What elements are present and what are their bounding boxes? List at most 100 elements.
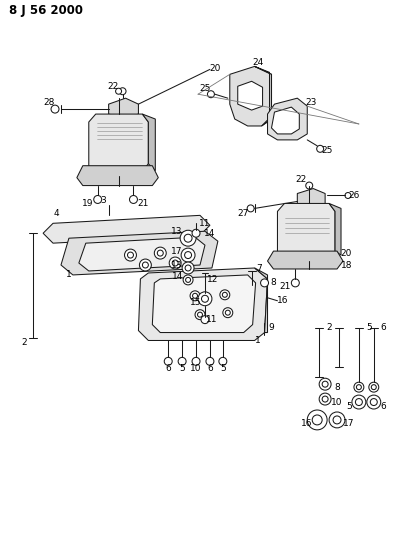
Text: 23: 23 xyxy=(306,98,317,107)
Circle shape xyxy=(367,395,381,409)
Text: 21: 21 xyxy=(280,282,291,292)
Polygon shape xyxy=(238,82,262,110)
Polygon shape xyxy=(329,204,341,255)
Text: 19: 19 xyxy=(82,199,94,208)
Text: 8 J 56 2000: 8 J 56 2000 xyxy=(9,4,83,17)
Circle shape xyxy=(201,316,209,324)
Circle shape xyxy=(225,310,230,315)
Circle shape xyxy=(306,182,313,189)
Text: 24: 24 xyxy=(252,58,263,67)
Text: 5: 5 xyxy=(220,364,226,373)
Polygon shape xyxy=(138,268,268,341)
Circle shape xyxy=(195,310,205,320)
Circle shape xyxy=(291,279,299,287)
Text: 1: 1 xyxy=(66,270,72,279)
Circle shape xyxy=(119,88,126,95)
Circle shape xyxy=(192,357,200,365)
Circle shape xyxy=(142,262,148,268)
Polygon shape xyxy=(268,98,307,140)
Text: 2: 2 xyxy=(326,323,332,332)
Circle shape xyxy=(371,385,376,390)
Text: 22: 22 xyxy=(296,175,307,184)
Circle shape xyxy=(186,277,190,282)
Text: 3: 3 xyxy=(100,196,106,205)
Circle shape xyxy=(354,382,364,392)
Circle shape xyxy=(333,416,341,424)
Text: 4: 4 xyxy=(53,209,59,218)
Circle shape xyxy=(219,357,227,365)
Polygon shape xyxy=(152,275,256,333)
Polygon shape xyxy=(255,268,268,333)
Circle shape xyxy=(247,205,254,212)
Circle shape xyxy=(352,395,366,409)
Text: 20: 20 xyxy=(340,248,352,257)
Circle shape xyxy=(51,105,59,113)
Circle shape xyxy=(178,357,186,365)
Circle shape xyxy=(319,378,331,390)
Circle shape xyxy=(198,312,202,317)
Polygon shape xyxy=(268,251,343,269)
Circle shape xyxy=(94,196,102,204)
Text: 14: 14 xyxy=(172,272,183,281)
Text: 1: 1 xyxy=(255,336,260,345)
Polygon shape xyxy=(43,215,210,243)
Polygon shape xyxy=(142,114,155,171)
Text: 17: 17 xyxy=(172,247,183,256)
Text: 25: 25 xyxy=(322,147,333,155)
Circle shape xyxy=(180,230,196,246)
Text: 8: 8 xyxy=(271,278,276,287)
Text: 8: 8 xyxy=(334,383,340,392)
Circle shape xyxy=(128,252,134,258)
Circle shape xyxy=(356,399,362,406)
Circle shape xyxy=(116,88,122,94)
Circle shape xyxy=(154,247,166,259)
Text: 25: 25 xyxy=(199,84,211,93)
Text: 18: 18 xyxy=(341,261,353,270)
Text: 16: 16 xyxy=(277,296,288,305)
Circle shape xyxy=(164,357,172,365)
Polygon shape xyxy=(278,204,335,261)
Circle shape xyxy=(222,292,227,297)
Text: 10: 10 xyxy=(331,398,343,407)
Text: 5: 5 xyxy=(366,323,372,332)
Text: 13: 13 xyxy=(172,227,183,236)
Polygon shape xyxy=(255,67,272,126)
Circle shape xyxy=(192,229,200,237)
Circle shape xyxy=(356,385,361,390)
Text: 13: 13 xyxy=(172,261,183,270)
Polygon shape xyxy=(77,166,158,185)
Text: 6: 6 xyxy=(165,364,171,373)
Text: 9: 9 xyxy=(269,323,274,332)
Polygon shape xyxy=(109,98,138,118)
Text: 26: 26 xyxy=(348,191,360,200)
Text: 17: 17 xyxy=(343,419,355,429)
Circle shape xyxy=(370,399,377,406)
Circle shape xyxy=(185,265,191,271)
Circle shape xyxy=(192,293,198,298)
Text: 27: 27 xyxy=(237,209,248,218)
Circle shape xyxy=(169,257,181,269)
Text: 11: 11 xyxy=(206,315,218,324)
Text: 11: 11 xyxy=(199,219,211,228)
Circle shape xyxy=(198,292,212,306)
Text: 6: 6 xyxy=(381,401,386,410)
Polygon shape xyxy=(230,67,272,126)
Circle shape xyxy=(202,295,208,302)
Text: 6: 6 xyxy=(207,364,213,373)
Polygon shape xyxy=(272,107,299,134)
Text: 16: 16 xyxy=(300,419,312,429)
Circle shape xyxy=(319,393,331,405)
Text: 2: 2 xyxy=(22,338,27,347)
Text: 7: 7 xyxy=(257,264,262,273)
Circle shape xyxy=(317,146,324,152)
Circle shape xyxy=(182,262,194,274)
Circle shape xyxy=(172,260,178,266)
Text: 20: 20 xyxy=(209,64,220,73)
Text: 5: 5 xyxy=(346,401,352,410)
Circle shape xyxy=(183,275,193,285)
Circle shape xyxy=(312,415,322,425)
Circle shape xyxy=(223,308,233,318)
Text: 6: 6 xyxy=(381,323,386,332)
Circle shape xyxy=(206,357,214,365)
Circle shape xyxy=(190,291,200,301)
